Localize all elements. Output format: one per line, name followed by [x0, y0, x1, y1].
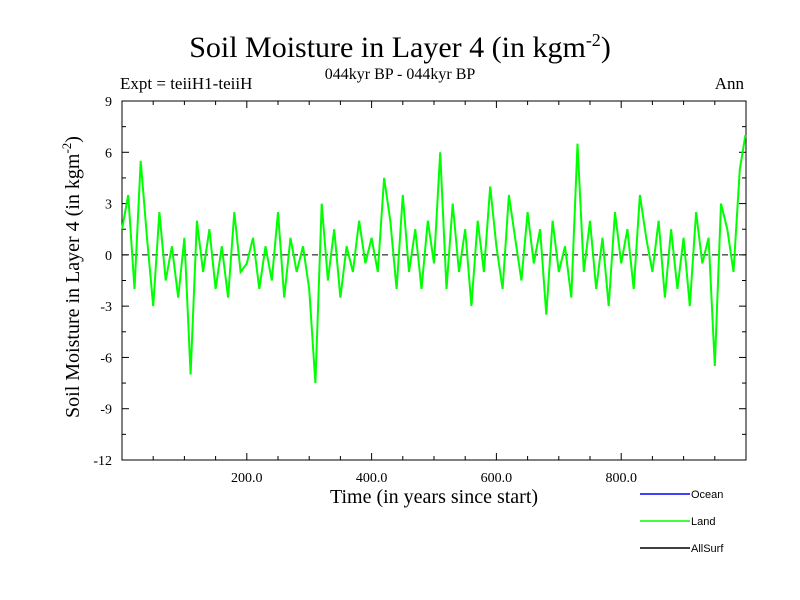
y-tick-label: 9: [105, 95, 112, 110]
x-tick-label: 200.0: [231, 471, 263, 486]
y-tick-label: 0: [105, 249, 112, 264]
x-axis-label: Time (in years since start): [329, 486, 539, 508]
plot-area: -12 -9 -6 -3 0 3 6 9 200.0 400.0 600.0 800.0: [93, 95, 747, 486]
x-tick-label: 800.0: [605, 471, 637, 486]
legend-label-land: Land: [691, 516, 715, 528]
season-label: Ann: [714, 74, 744, 93]
x-tick-label: 600.0: [481, 471, 513, 486]
y-tick-label: 3: [105, 198, 112, 213]
y-tick-label: -9: [100, 403, 112, 418]
x-tick-label: 400.0: [356, 471, 388, 486]
experiment-label: Expt = teiiH1-teiiH: [120, 74, 253, 93]
y-tick-label: 6: [105, 146, 112, 161]
chart-title-close: ): [600, 31, 611, 64]
legend-label-ocean: Ocean: [691, 489, 723, 501]
legend-label-allsurf: AllSurf: [691, 543, 724, 555]
series-line-land: [121, 135, 747, 384]
chart-subtitle: 044kyr BP - 044kyr BP: [324, 66, 476, 83]
chart-title-superscript: -2: [585, 30, 601, 50]
y-tick-label: -3: [100, 300, 112, 315]
chart-title-text: Soil Moisture in Layer 4 (in kgm: [189, 31, 586, 64]
y-tick-label: -6: [100, 351, 112, 366]
y-tick-label: -12: [93, 454, 112, 469]
legend: Ocean Land AllSurf: [640, 489, 724, 555]
chart-title: Soil Moisture in Layer 4 (in kgm-2): [0, 30, 800, 65]
